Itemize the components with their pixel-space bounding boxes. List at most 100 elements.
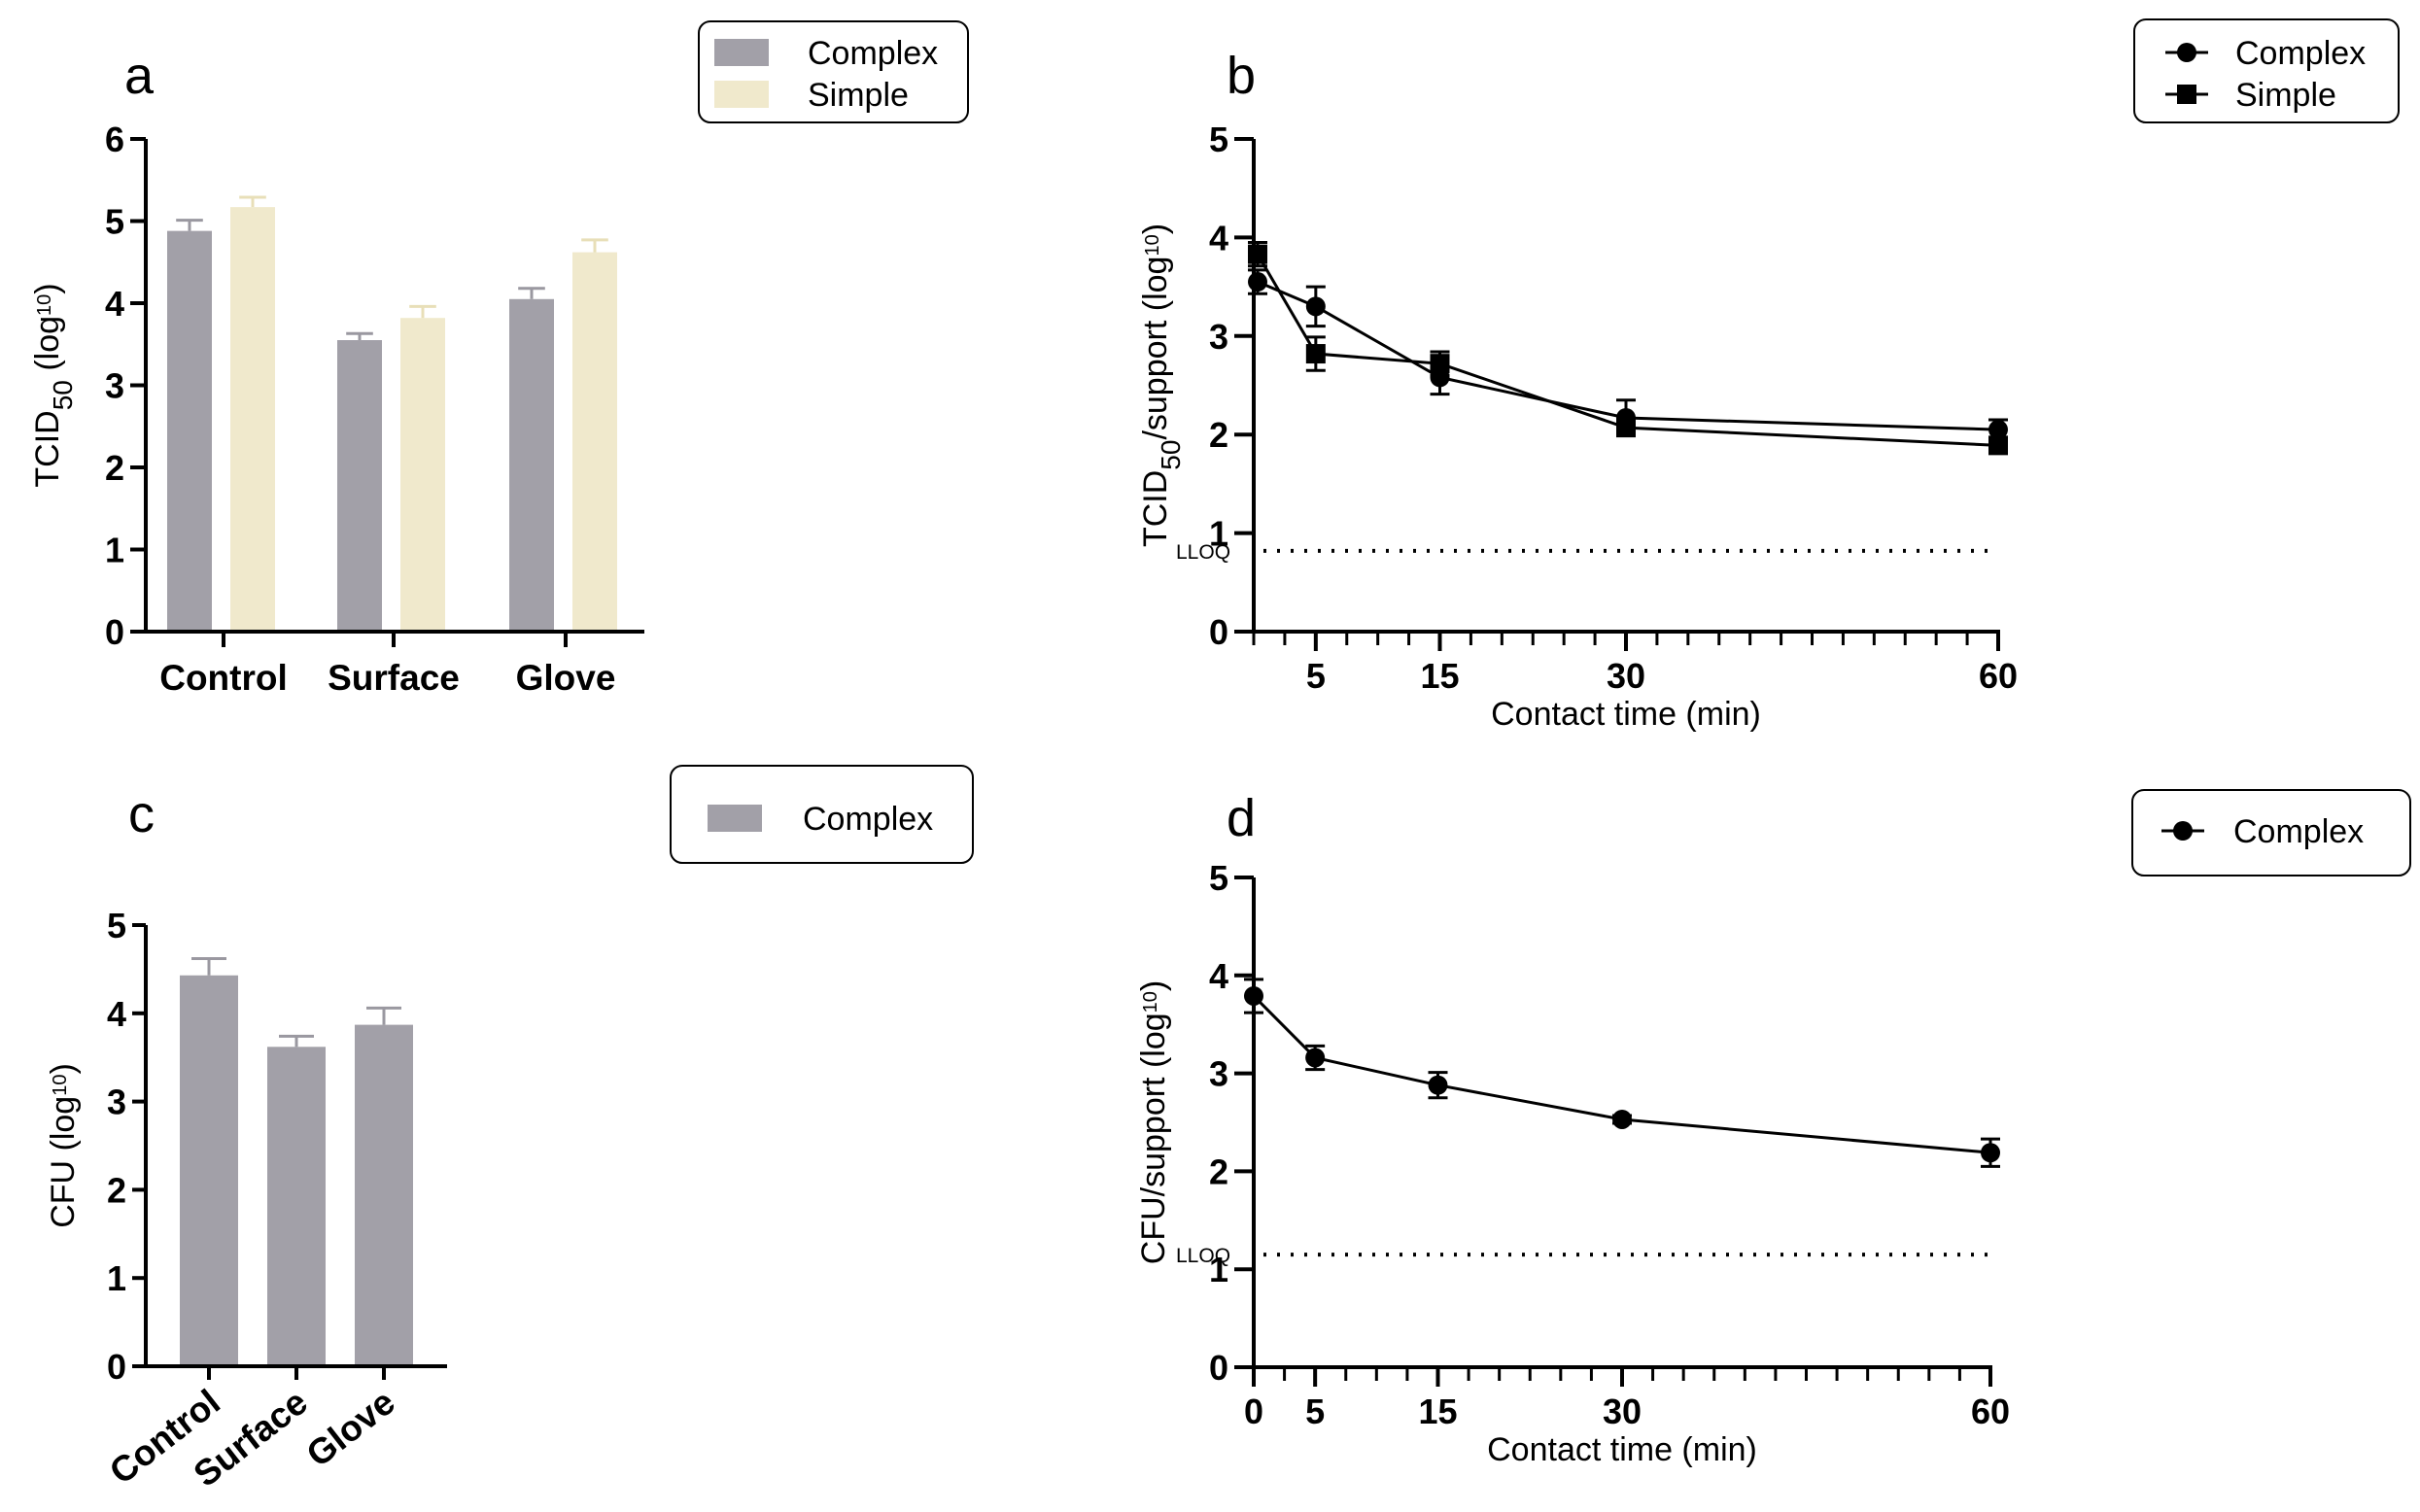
x-tick-label: 5 [1305, 1392, 1325, 1431]
legend-label-simple: Simple [2235, 77, 2336, 114]
y-tick-label: 0 [105, 612, 124, 652]
y-tick-label: 5 [107, 906, 126, 945]
bar-complex-surface [267, 1047, 326, 1366]
y-axis-label-end: ) [29, 283, 66, 293]
point-simple [1616, 418, 1636, 438]
point-complex [1305, 1048, 1326, 1068]
y-tick-label: 1 [1209, 1250, 1228, 1289]
y-tick-label: 1 [107, 1258, 126, 1298]
y-axis-label-sub: 50 [48, 380, 78, 410]
x-category-label: Surface [328, 658, 460, 698]
y-tick-label: 5 [1209, 858, 1228, 898]
y-tick-label: 0 [107, 1347, 126, 1387]
point-complex [1248, 272, 1267, 292]
legend-swatch-complex [714, 39, 769, 66]
point-complex [1988, 420, 2008, 440]
y-axis-label-exp: 10 [50, 1075, 71, 1096]
x-tick-label: 30 [1603, 1392, 1642, 1431]
legend-swatch-complex [708, 805, 762, 832]
chart-panel-b: 0 1 2 3 4 5 5 15 30 60 Contact time (min) TCID50/su… [1137, 18, 2400, 733]
legend-label-simple: Simple [808, 77, 909, 114]
point-complex [1612, 1109, 1632, 1129]
legend-marker-complex [2177, 43, 2196, 62]
legend-label-complex: Complex [2235, 35, 2366, 72]
y-axis-label-main: CFU (log [45, 1096, 82, 1228]
bar-simple-glove [572, 252, 617, 632]
bar-complex-control [167, 230, 212, 632]
bar-simple-control [230, 207, 275, 632]
panel-letter-c: c [128, 785, 155, 843]
point-simple [1988, 435, 2008, 456]
y-tick-label: 4 [1209, 218, 1228, 258]
x-tick-label: 60 [1979, 656, 2018, 696]
panel-letter-b: b [1227, 47, 1256, 105]
point-simple [1430, 354, 1450, 374]
point-complex [1428, 1075, 1448, 1095]
y-tick-label: 2 [1209, 1151, 1228, 1191]
y-tick-label: 2 [1209, 415, 1228, 455]
y-tick-label: 5 [105, 202, 124, 242]
chart-panel-a: 0 1 2 3 4 5 6 Control Surface Glove TCID50 (log10)… [29, 20, 969, 698]
point-complex [1981, 1143, 2000, 1163]
y-axis-label-rest: /support (log [1137, 257, 1174, 440]
chart-panel-d: 0 1 2 3 4 5 0 5 15 30 60 Contact time (min) CFU/supp… [1135, 789, 2411, 1468]
y-tick-label: 3 [1209, 1054, 1228, 1094]
x-tick-label: 15 [1418, 1392, 1457, 1431]
y-axis-label: TCID50 (log10) [29, 283, 78, 487]
panel-letter-a: a [124, 47, 155, 105]
y-axis-label-sub: 50 [1156, 440, 1186, 470]
legend-label-complex: Complex [2233, 813, 2364, 850]
point-complex [1244, 985, 1263, 1006]
x-category-label: Glove [516, 658, 616, 698]
y-axis-label-exp: 10 [1142, 234, 1163, 256]
x-tick-label: 15 [1420, 656, 1459, 696]
legend-box [2131, 789, 2411, 876]
bar-complex-control [180, 975, 238, 1366]
panel-letter-d: d [1227, 789, 1256, 847]
x-axis-label: Contact time (min) [1491, 696, 1761, 733]
y-axis-label: TCID50/support (log10) [1137, 223, 1186, 547]
legend-label-complex: Complex [808, 35, 938, 72]
y-tick-label: 6 [105, 120, 124, 159]
y-tick-label: 3 [105, 366, 124, 406]
y-tick-label: 4 [1209, 956, 1228, 996]
y-tick-label: 3 [107, 1082, 126, 1122]
y-tick-label: 0 [1209, 1348, 1228, 1388]
y-tick-label: 2 [105, 448, 124, 488]
series-line-complex [1252, 994, 1991, 1154]
legend-marker-complex [2173, 821, 2193, 841]
point-complex [1305, 296, 1326, 317]
legend-label-complex: Complex [803, 801, 933, 838]
y-axis-label-main: TCID [1137, 470, 1174, 547]
y-axis-label: CFU (log10) [45, 1063, 82, 1228]
bar-complex-glove [355, 1024, 413, 1366]
y-axis-label: CFU/support (log10) [1135, 980, 1172, 1264]
lloq-label: LLOQ [1176, 541, 1230, 564]
lloq-label: LLOQ [1176, 1245, 1230, 1267]
y-axis-label-end: ) [45, 1063, 82, 1074]
x-category-label: Glove [299, 1382, 402, 1475]
y-tick-label: 4 [105, 284, 124, 324]
legend-box [2133, 18, 2400, 123]
x-tick-label: 30 [1607, 656, 1645, 696]
x-tick-label: 5 [1306, 656, 1326, 696]
y-tick-label: 2 [107, 1170, 126, 1210]
y-tick-label: 3 [1209, 317, 1228, 357]
y-tick-label: 5 [1209, 120, 1228, 159]
legend-box [670, 765, 974, 864]
legend-marker-simple [2177, 85, 2196, 104]
x-tick-label: 0 [1244, 1392, 1263, 1431]
x-tick-label: 60 [1971, 1392, 2010, 1431]
x-category-label: Control [159, 658, 288, 698]
y-tick-label: 4 [107, 994, 126, 1034]
bar-complex-glove [509, 298, 554, 632]
bar-simple-surface [400, 318, 445, 632]
y-axis-label-main: TCID [29, 410, 66, 487]
y-axis-label-exp: 10 [1140, 991, 1161, 1013]
y-tick-label: 1 [105, 531, 124, 570]
y-axis-label-rest: (log [29, 316, 66, 380]
y-tick-label: 1 [1209, 514, 1228, 554]
point-simple [1248, 244, 1267, 264]
